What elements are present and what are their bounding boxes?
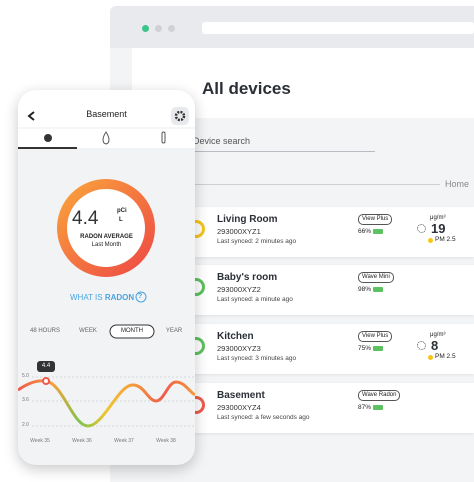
pm-value: 19 [431,221,446,236]
search-underline [193,151,375,152]
unit-bottom: L [119,217,123,223]
y-axis-label: 5.0 [22,373,29,379]
gear-icon [174,110,186,122]
device-name: Baby's room [217,272,278,283]
window-dot [168,25,175,32]
period-tab[interactable]: WEEK [79,328,97,334]
x-axis-label: Week 36 [72,438,92,444]
device-serial: 293000XYZ2 [217,285,261,294]
snowflake-icon [417,224,426,233]
period-tab[interactable]: YEAR [165,328,183,334]
period-tab[interactable]: 48 HOURS [29,328,60,334]
unit-top: pCi [117,208,127,214]
last-synced: Last synced: a minute ago [217,296,293,303]
breadcrumb[interactable]: Home [445,179,470,189]
device-serial: 293000XYZ3 [217,344,261,353]
radon-link: RADON [104,293,135,302]
x-axis-label: Week 37 [114,438,134,444]
pm-label: PM 2.5 [435,353,456,360]
model-badge: Wave Mini [358,272,394,283]
settings-button[interactable] [171,107,189,125]
device-card[interactable]: Baby's room 293000XYZ2 Last synced: a minu… [187,265,474,315]
back-button[interactable] [27,111,35,121]
device-card[interactable]: Basement 293000XYZ4 Last synced: a few sec… [187,383,474,433]
model-badge: View Plus [358,214,393,225]
snowflake-icon [417,341,426,350]
device-card[interactable]: Living Room 293000XYZ1 Last synced: 2 minu… [187,207,474,257]
phone-title: Basement [86,109,127,119]
reading-period: Last Month [91,242,122,248]
battery-level: 87% [358,404,372,411]
pm-dot [428,238,433,243]
phone-graphics [18,107,195,428]
y-axis-label: 2.0 [22,422,29,428]
device-serial: 293000XYZ1 [217,227,261,236]
ring-inner [67,189,145,267]
reading-value: 4.4 [72,208,99,229]
device-name: Basement [217,390,265,401]
model-badge: Wave Radon [358,390,401,401]
battery-level: 66% [358,228,372,235]
x-axis-label: Week 38 [156,438,176,444]
radon-ring [57,179,155,277]
temperature-tab-icon[interactable] [161,131,166,144]
bubble-label: 4.4 [41,363,51,369]
address-bar[interactable] [202,22,474,34]
battery-level: 75% [358,345,372,352]
pm-unit: μg/m³ [430,332,446,338]
x-axis-label: Week 35 [30,438,50,444]
device-card[interactable]: Kitchen 293000XYZ3 Last synced: 3 minutes … [187,324,474,374]
pm-unit: μg/m³ [430,215,446,221]
humidity-tab-icon[interactable] [102,131,110,145]
reading-label: RADON AVERAGE [80,234,133,240]
battery-level: 98% [358,286,372,293]
help-circle[interactable] [135,291,147,303]
device-name: Living Room [217,214,278,225]
period-pill[interactable] [109,324,155,339]
value-bubble [37,361,55,372]
search-input[interactable]: Device search [193,136,251,146]
window-dot [155,25,162,32]
divider [190,184,440,185]
what-is: WHAT IS [70,293,103,302]
pm-dot [428,355,433,360]
trend-line [18,379,195,428]
radon-tab-icon[interactable] [44,134,52,142]
battery-icon [373,287,383,292]
last-synced: Last synced: a few seconds ago [217,414,310,421]
y-axis-label: 3.6 [22,397,29,403]
window-dot [142,25,149,32]
phone: Basement 4.4 pCi L RADON AVERAGE Last Mo… [18,90,195,465]
model-badge: View Plus [358,331,393,342]
device-serial: 293000XYZ4 [217,403,261,412]
pm-label: PM 2.5 [435,236,456,243]
device-name: Kitchen [217,331,254,342]
pm-value: 8 [431,338,439,353]
page-title: All devices [202,79,291,98]
battery-icon [373,405,383,410]
battery-icon [373,346,383,351]
last-synced: Last synced: 3 minutes ago [217,355,297,362]
period-tab[interactable]: MONTH [121,328,143,334]
battery-icon [373,229,383,234]
selected-point[interactable] [42,377,50,385]
what-is-link[interactable]: WHAT IS RADON [70,293,134,302]
help-mark: ? [138,293,143,300]
last-synced: Last synced: 2 minutes ago [217,238,297,245]
